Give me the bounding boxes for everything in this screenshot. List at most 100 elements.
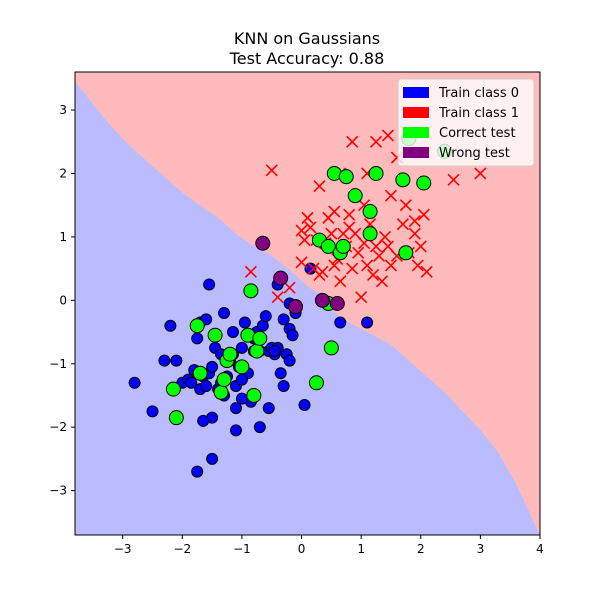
point-circle-marker — [323, 340, 339, 356]
point-circle-marker — [128, 376, 141, 389]
legend-swatch — [403, 147, 429, 158]
region-class-0 — [75, 81, 540, 535]
point-circle-marker — [361, 316, 374, 329]
point-x-marker — [381, 129, 395, 142]
point-x-marker — [343, 221, 356, 234]
y-axis: −3 −2 −1 0 1 2 3 — [49, 103, 75, 498]
point-circle-marker — [259, 310, 272, 323]
point-circle-marker — [170, 354, 183, 367]
legend: Train class 0 Train class 1 Correct test Wr… — [397, 78, 535, 167]
x-tick-label: 2 — [417, 542, 425, 556]
x-tick-label: −1 — [233, 542, 251, 556]
point-circle-marker — [218, 307, 231, 320]
point-circle-marker — [338, 169, 354, 185]
point-circle-marker — [207, 327, 223, 343]
point-x-marker — [411, 259, 424, 272]
y-tick-label: 2 — [59, 166, 67, 180]
point-circle-marker — [268, 345, 281, 358]
point-x-marker — [474, 167, 487, 180]
point-circle-marker — [249, 343, 265, 359]
point-circle-marker — [416, 175, 432, 191]
point-circle-marker — [277, 313, 290, 326]
y-tick-label: 0 — [59, 293, 67, 307]
point-x-marker — [408, 227, 421, 240]
point-circle-marker — [320, 238, 336, 254]
point-circle-marker — [235, 392, 248, 405]
point-circle-marker — [216, 372, 232, 388]
point-circle-marker — [329, 296, 345, 311]
point-circle-marker — [192, 365, 208, 381]
point-circle-marker — [255, 235, 271, 251]
point-circle-marker — [398, 245, 414, 261]
point-x-marker — [367, 268, 380, 282]
point-x-marker — [295, 256, 308, 269]
point-x-marker — [283, 281, 296, 294]
legend-swatch — [403, 107, 429, 118]
point-x-marker — [369, 135, 383, 148]
point-circle-marker — [274, 367, 287, 380]
legend-label: Correct test — [439, 126, 516, 141]
x-axis: −3 −2 −1 0 1 2 3 4 — [114, 535, 544, 556]
point-x-marker — [316, 265, 329, 278]
point-circle-marker — [158, 354, 171, 367]
point-x-marker — [343, 208, 356, 221]
point-circle-marker — [229, 424, 242, 437]
point-circle-marker — [234, 359, 250, 375]
point-x-marker — [301, 211, 314, 224]
point-circle-marker — [222, 346, 238, 362]
point-circle-marker — [229, 402, 242, 415]
point-x-marker — [346, 135, 359, 148]
legend-label: Wrong test — [439, 146, 510, 161]
point-x-marker — [328, 205, 341, 218]
point-circle-marker — [191, 465, 204, 478]
y-tick-label: −3 — [49, 484, 67, 498]
legend-label: Train class 0 — [438, 86, 519, 101]
series-wrong-test — [255, 235, 345, 315]
point-x-marker — [346, 262, 359, 275]
point-circle-marker — [395, 172, 411, 188]
point-circle-marker — [253, 421, 266, 434]
point-circle-marker — [262, 402, 275, 415]
point-x-marker — [408, 214, 421, 228]
chart-title: KNN on Gaussians — [234, 29, 380, 48]
point-x-marker — [304, 221, 317, 234]
point-circle-marker — [334, 316, 347, 329]
point-circle-marker — [252, 330, 268, 346]
point-circle-marker — [168, 410, 184, 426]
point-x-marker — [375, 275, 389, 288]
point-x-marker — [244, 265, 257, 278]
point-circle-marker — [308, 375, 324, 391]
point-x-marker — [298, 234, 311, 247]
point-circle-marker — [362, 204, 378, 220]
x-tick-label: 4 — [536, 542, 544, 556]
point-circle-marker — [246, 387, 262, 403]
point-x-marker — [381, 240, 395, 253]
point-x-marker — [384, 259, 398, 272]
point-circle-marker — [197, 414, 210, 427]
plot-frame — [74, 71, 541, 536]
point-circle-marker — [206, 360, 219, 373]
point-x-marker — [447, 173, 460, 186]
point-circle-marker — [146, 405, 159, 418]
point-circle-marker — [200, 379, 213, 392]
point-x-marker — [399, 199, 412, 212]
point-circle-marker — [314, 292, 330, 308]
point-x-marker — [334, 275, 347, 288]
point-circle-marker — [164, 319, 177, 332]
point-x-marker — [328, 259, 341, 272]
point-x-marker — [384, 189, 398, 202]
legend-swatch — [403, 127, 429, 138]
chart-subtitle: Test Accuracy: 0.88 — [229, 49, 385, 68]
point-circle-marker — [277, 379, 290, 392]
point-circle-marker — [206, 452, 219, 465]
y-tick-label: 3 — [59, 103, 67, 117]
x-tick-label: −3 — [114, 542, 132, 556]
point-circle-marker — [238, 316, 251, 329]
point-x-marker — [325, 227, 338, 240]
point-circle-marker — [191, 332, 204, 345]
point-circle-marker — [335, 238, 351, 254]
point-circle-marker — [185, 376, 198, 389]
data-points — [128, 129, 487, 478]
